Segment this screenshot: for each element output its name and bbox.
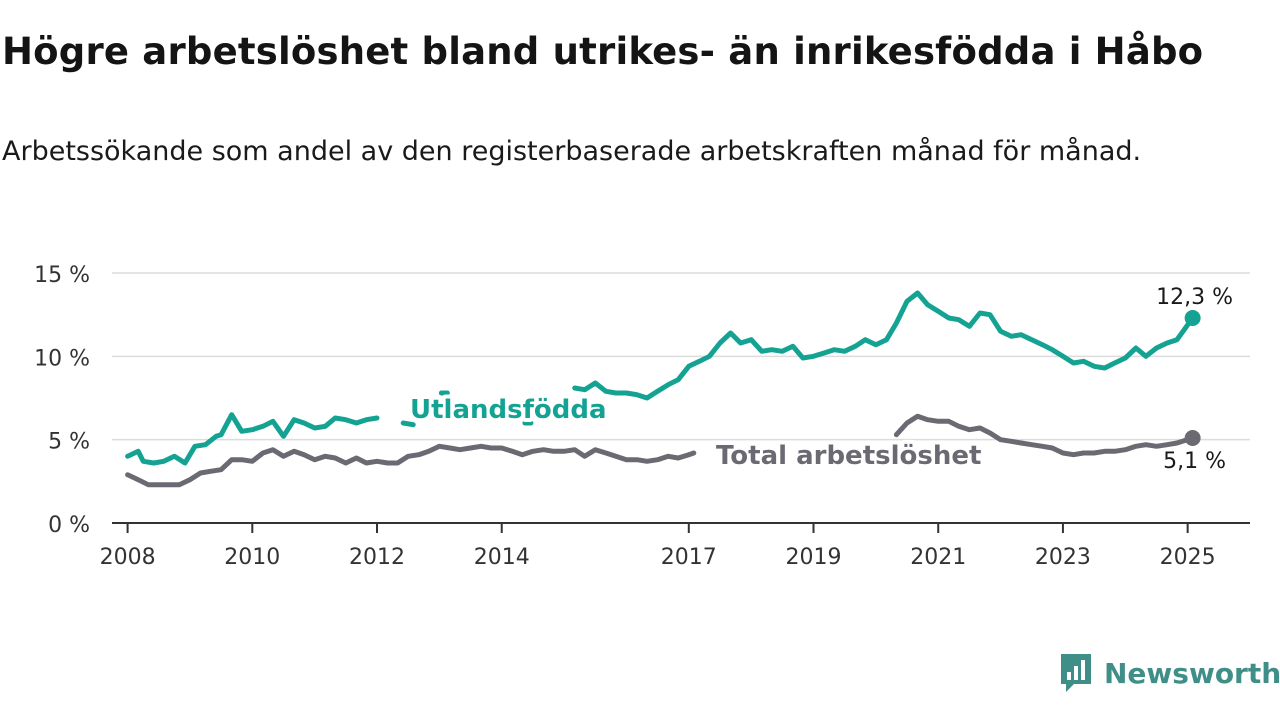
y-tick-label: 10 % (34, 346, 90, 371)
x-tick-label: 2017 (661, 545, 717, 570)
y-tick-label: 15 % (34, 263, 90, 288)
series-label: Utlandsfödda (410, 395, 607, 425)
y-tick-label: 5 % (48, 430, 90, 455)
series-line-total-arbetsl-shet (893, 413, 1196, 458)
x-tick-label: 2025 (1160, 545, 1216, 570)
brand-name: Newsworthy (1104, 656, 1280, 690)
brand-logo: Newsworthy (1058, 652, 1280, 694)
series-label-halo: Utlandsfödda (410, 395, 607, 425)
series-label: Total arbetslöshet (716, 441, 981, 471)
x-tick-label: 2010 (224, 545, 280, 570)
series-line-utlandsf-dda (400, 420, 416, 428)
series-line-utlandsf-dda (125, 412, 380, 466)
newsworthy-logo-icon (1061, 654, 1091, 692)
end-label: 12,3 % (1156, 285, 1233, 310)
x-tick-label: 2023 (1035, 545, 1091, 570)
series-label-halo: Total arbetslöshet (716, 441, 981, 471)
end-point-utlandsf-dda (1184, 310, 1201, 326)
x-tick-label: 2012 (349, 545, 405, 570)
y-tick-label: 0 % (48, 513, 90, 538)
x-tick-label: 2014 (474, 545, 530, 570)
x-tick-label: 2021 (910, 545, 966, 570)
x-tick-label: 2008 (100, 545, 156, 570)
series-line-total-arbetsl-shet (125, 443, 697, 488)
end-point-total-arbetsl-shet (1184, 430, 1201, 446)
end-label: 5,1 % (1163, 449, 1226, 474)
series-line-utlandsf-dda (572, 290, 1196, 401)
chart-title: Högre arbetslöshet bland utrikes- än inr… (2, 30, 1204, 73)
x-tick-label: 2019 (786, 545, 842, 570)
chart-subtitle: Arbetssökande som andel av den registerb… (2, 136, 1142, 167)
